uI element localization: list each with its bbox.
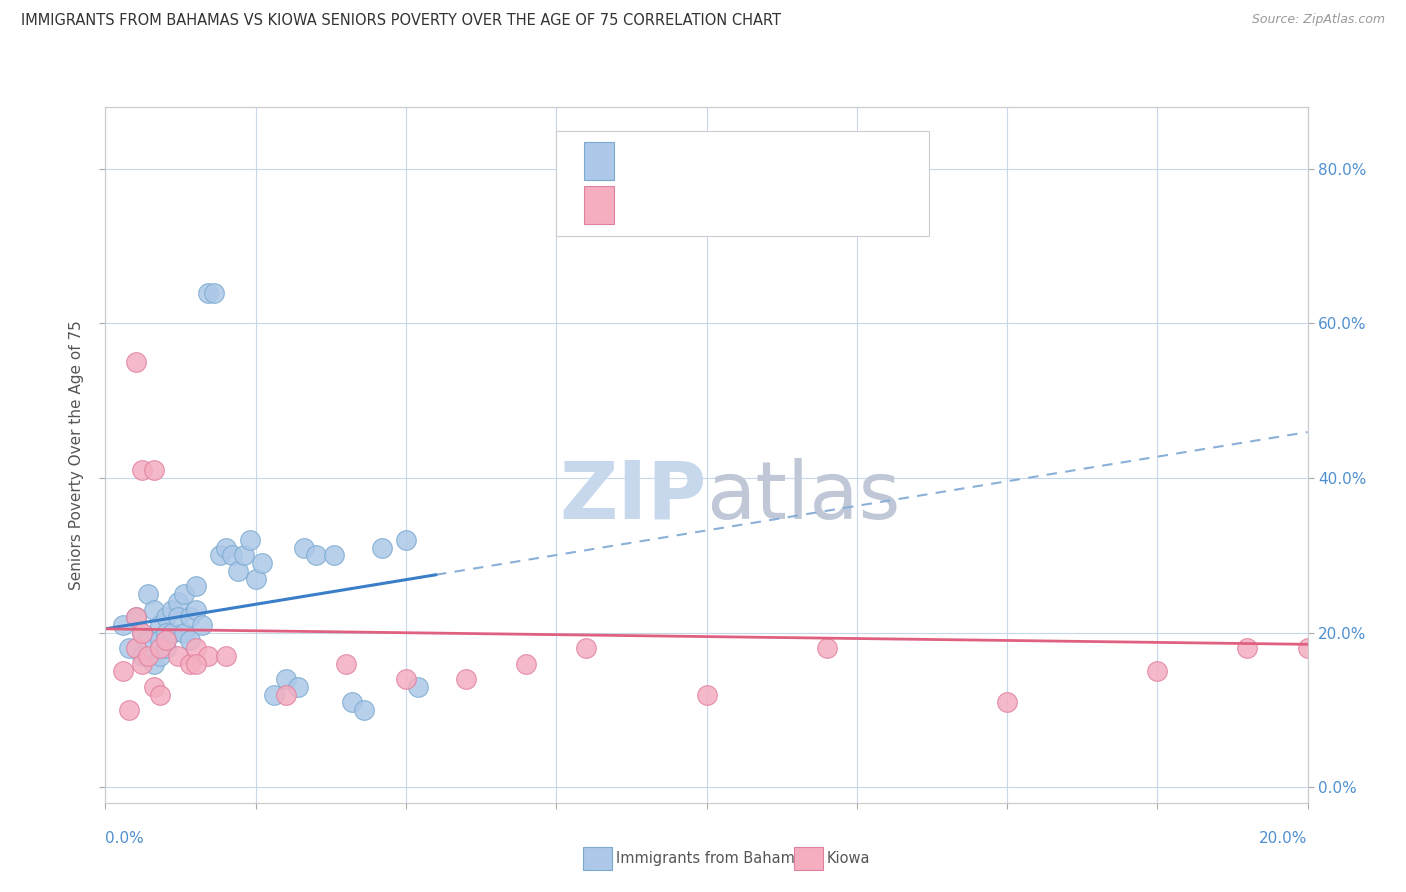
Text: atlas: atlas [707,458,901,536]
Point [166,595,188,609]
Point [136,648,159,663]
Text: N =: N = [766,153,821,169]
Point [148,633,170,648]
Point [148,641,170,656]
Point [190,618,212,632]
Point [371,541,394,555]
Point [179,657,201,671]
Point [179,610,201,624]
FancyBboxPatch shape [557,131,929,235]
Point [305,549,328,563]
Point [142,463,165,477]
Text: N =: N = [766,197,821,212]
Text: Source: ZipAtlas.com: Source: ZipAtlas.com [1251,13,1385,27]
Point [118,703,141,717]
Y-axis label: Seniors Poverty Over the Age of 75: Seniors Poverty Over the Age of 75 [69,320,84,590]
Point [112,618,135,632]
Point [131,648,153,663]
Point [131,463,153,477]
Point [1296,641,1319,656]
Point [208,549,231,563]
Point [118,641,141,656]
Point [1236,641,1258,656]
Point [131,625,153,640]
Point [395,672,418,686]
FancyBboxPatch shape [583,186,614,224]
Point [454,672,477,686]
Point [166,648,188,663]
Point [406,680,429,694]
Point [184,641,207,656]
Text: IMMIGRANTS FROM BAHAMAS VS KIOWA SENIORS POVERTY OVER THE AGE OF 75 CORRELATION : IMMIGRANTS FROM BAHAMAS VS KIOWA SENIORS… [21,13,782,29]
Point [155,625,177,640]
Point [142,602,165,616]
Point [197,285,219,300]
Point [124,610,146,624]
Point [136,633,159,648]
Point [226,564,249,578]
Point [335,657,357,671]
Point [696,688,718,702]
Point [142,657,165,671]
Point [124,610,146,624]
Text: 47: 47 [839,153,858,169]
Point [184,657,207,671]
Point [274,688,297,702]
Text: 32: 32 [839,197,858,212]
FancyBboxPatch shape [583,142,614,180]
Text: R =: R = [640,153,676,169]
Point [214,541,236,555]
Point [575,641,598,656]
Point [250,556,273,570]
Point [160,602,183,616]
Point [395,533,418,547]
Point [155,633,177,648]
Point [245,572,267,586]
Point [263,688,285,702]
Point [131,625,153,640]
Point [239,533,262,547]
Text: -0.036: -0.036 [686,197,741,212]
Point [148,648,170,663]
Point [221,549,243,563]
Point [274,672,297,686]
Point [515,657,537,671]
Point [148,688,170,702]
Text: 20.0%: 20.0% [1260,831,1308,847]
Text: Kiowa: Kiowa [827,851,870,865]
Point [155,610,177,624]
Point [148,618,170,632]
Point [184,602,207,616]
Point [166,610,188,624]
Point [353,703,375,717]
Text: Immigrants from Bahamas: Immigrants from Bahamas [616,851,811,865]
Point [340,695,363,709]
Point [202,285,225,300]
Point [124,641,146,656]
Text: 0.219: 0.219 [686,153,731,169]
Point [142,680,165,694]
Point [995,695,1018,709]
Point [179,633,201,648]
Point [173,625,195,640]
Point [155,641,177,656]
Point [184,579,207,593]
Text: R =: R = [640,197,676,212]
Point [131,657,153,671]
Text: 0.0%: 0.0% [105,831,145,847]
Point [136,587,159,601]
Point [197,648,219,663]
Point [287,680,309,694]
Point [173,587,195,601]
Point [322,549,344,563]
Text: ZIP: ZIP [560,458,707,536]
Point [160,625,183,640]
Point [232,549,254,563]
Point [1146,665,1168,679]
Point [214,648,236,663]
Point [124,355,146,369]
Point [815,641,838,656]
Point [292,541,315,555]
Point [112,665,135,679]
